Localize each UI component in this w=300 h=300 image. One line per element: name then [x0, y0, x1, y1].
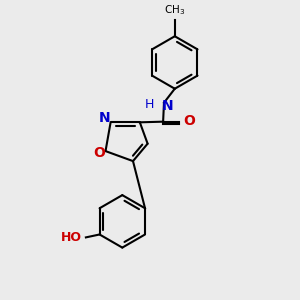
Text: O: O — [184, 114, 195, 128]
Text: N: N — [99, 111, 111, 125]
Text: O: O — [93, 146, 105, 160]
Text: CH$_3$: CH$_3$ — [164, 4, 185, 17]
Text: H: H — [145, 98, 154, 111]
Text: N: N — [162, 99, 173, 113]
Text: HO: HO — [61, 231, 82, 244]
